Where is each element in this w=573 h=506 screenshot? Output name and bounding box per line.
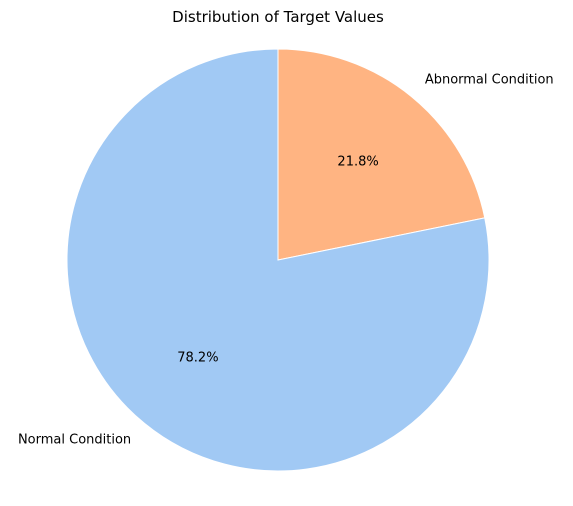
- pie-slice-category-label: Normal Condition: [18, 432, 131, 447]
- chart-title: Distribution of Target Values: [172, 8, 384, 26]
- pie-slice-percent-label: 21.8%: [337, 154, 378, 169]
- pie-slices: [66, 48, 490, 472]
- pie-slice-abnormal-condition: [277, 48, 486, 261]
- pie-slice-normal-condition: [66, 48, 490, 472]
- pie-slice-percent-label: 78.2%: [177, 351, 218, 366]
- pie-slice-category-label: Abnormal Condition: [425, 73, 554, 88]
- pie-labels: 21.8% Abnormal Condition 78.2% Normal Condi…: [18, 73, 554, 448]
